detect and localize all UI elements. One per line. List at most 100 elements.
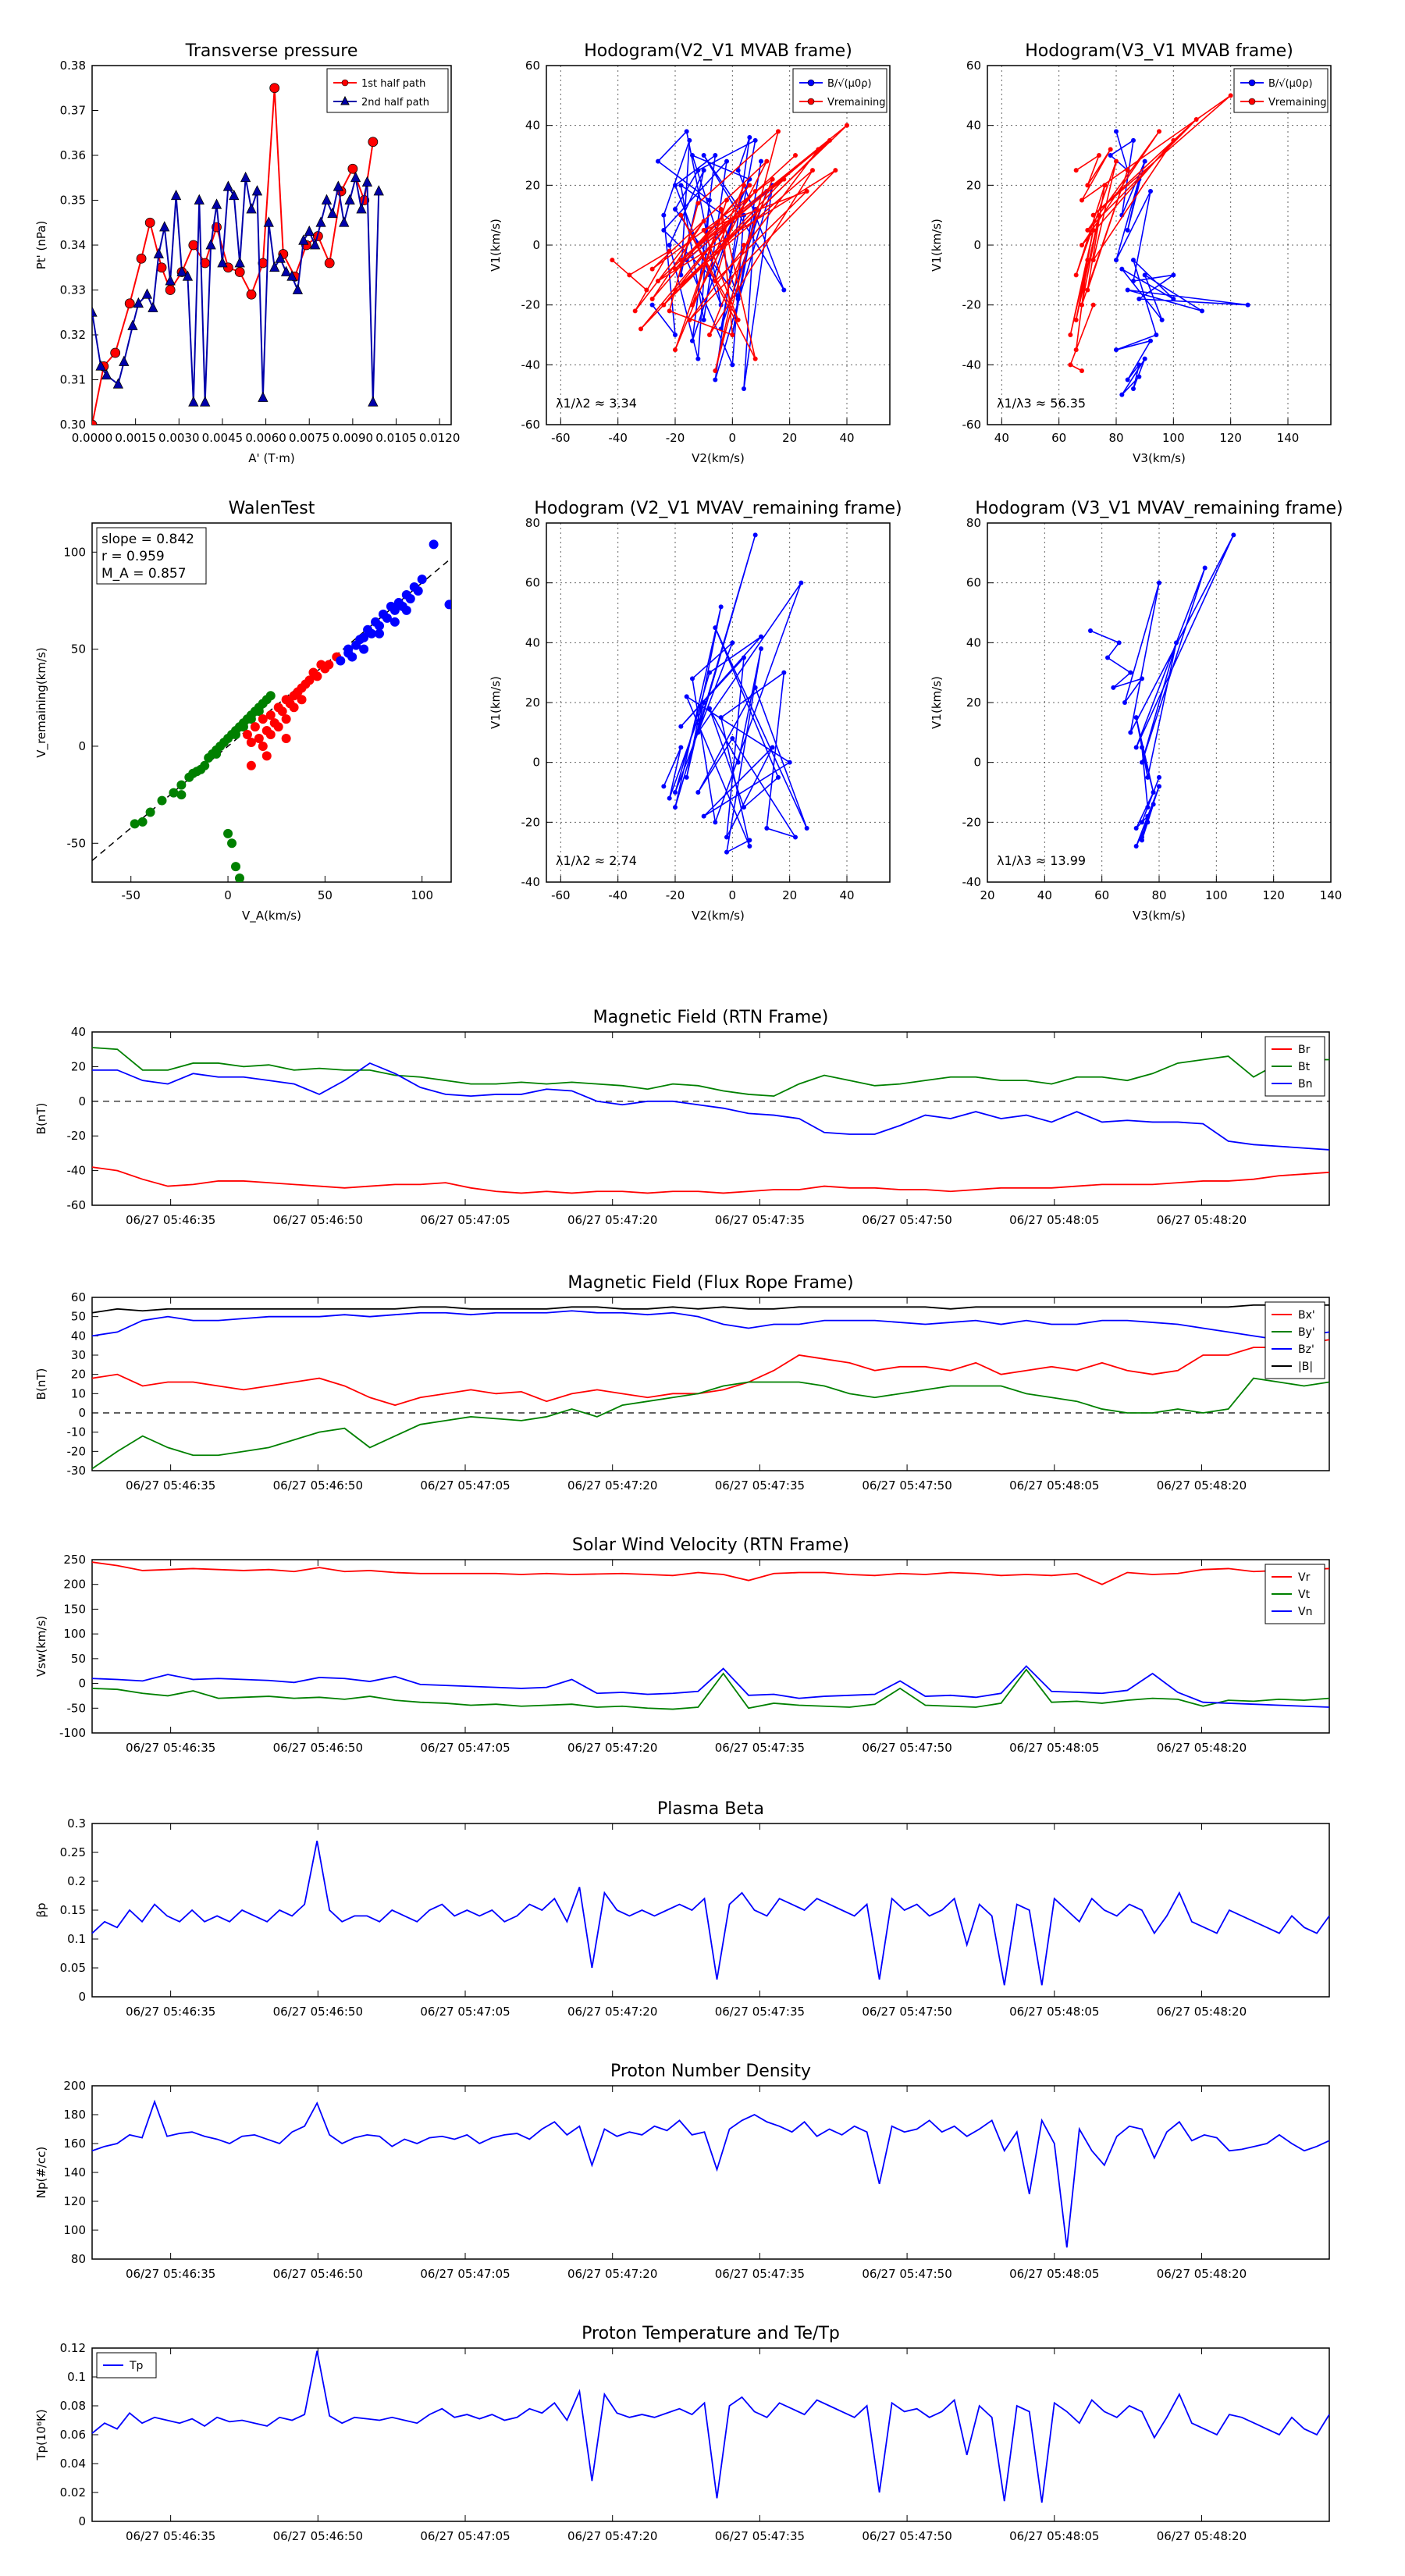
data-point	[678, 724, 684, 729]
data-point	[182, 270, 194, 281]
stats-box: slope = 0.842 r = 0.959 M_A = 0.857	[96, 527, 207, 585]
data-point	[261, 751, 272, 761]
data-point	[246, 203, 257, 214]
data-point	[258, 714, 268, 724]
data-point	[661, 227, 667, 233]
data-point	[747, 135, 752, 140]
x-tick-label: 06/27 05:48:05	[1009, 2005, 1099, 2019]
x-tick-label: -60	[551, 431, 571, 445]
data-point	[234, 873, 244, 882]
data-point	[389, 617, 400, 627]
annotation-text: λ1/λ2 ≈ 3.34	[556, 396, 637, 411]
data-point	[401, 605, 411, 615]
legend-box	[326, 68, 449, 113]
plot-area	[1068, 93, 1250, 397]
data-point	[176, 265, 187, 276]
data-point	[781, 287, 787, 293]
y-tick-label: 20	[525, 696, 540, 710]
x-tick-label: 06/27 05:46:50	[273, 2267, 363, 2281]
y-tick-label: 0.12	[60, 2341, 86, 2355]
data-point	[1171, 272, 1176, 278]
y-axis-label: V1(km/s)	[489, 219, 503, 272]
x-tick-label: 0	[224, 888, 232, 902]
data-point	[678, 183, 684, 188]
data-point	[1119, 266, 1125, 272]
annotation-text: λ1/λ3 ≈ 13.99	[997, 853, 1086, 868]
y-tick-label: 60	[966, 576, 981, 590]
data-point	[656, 279, 660, 283]
data-point	[718, 207, 724, 212]
data-point	[176, 790, 187, 800]
x-tick-label: 06/27 05:46:35	[126, 1741, 215, 1755]
data-point	[188, 396, 199, 407]
y-tick-label: 0.02	[60, 2485, 86, 2500]
data-point	[356, 203, 367, 214]
legend-label: Vremaining	[1268, 97, 1327, 109]
legend-marker	[807, 98, 815, 105]
data-point	[695, 201, 701, 206]
legend-label: Br	[1298, 1044, 1311, 1056]
data-point	[289, 703, 299, 713]
data-point	[764, 158, 770, 164]
data-point	[713, 820, 718, 825]
data-point	[1136, 374, 1142, 379]
data-point	[309, 239, 321, 250]
chart-title: Hodogram(V2_V1 MVAB frame)	[584, 41, 852, 61]
data-point	[124, 298, 135, 309]
y-tick-label: 250	[63, 1553, 86, 1567]
x-tick-label: -20	[666, 888, 685, 902]
data-point	[275, 252, 286, 263]
series-tp	[91, 2350, 1330, 2503]
data-point	[770, 176, 775, 182]
data-point	[1193, 117, 1199, 122]
legend: Bx' By' Bz' |B|	[1264, 1301, 1325, 1379]
y-axis-label: Pt' (nPa)	[34, 221, 48, 270]
y-tick-label: -60	[962, 418, 982, 432]
data-point	[701, 317, 706, 322]
data-point	[417, 575, 427, 585]
data-point	[649, 302, 655, 308]
y-tick-label: 0	[973, 238, 981, 252]
data-point	[133, 297, 144, 308]
data-point	[1157, 784, 1161, 789]
legend-label: Vn	[1298, 1606, 1312, 1618]
y-tick-label: 200	[63, 2079, 86, 2093]
data-point	[1128, 670, 1133, 675]
data-point	[386, 601, 396, 611]
y-tick-label: 0.30	[60, 418, 86, 432]
data-point	[661, 212, 667, 218]
data-point	[110, 347, 121, 358]
legend-label: 2nd half path	[361, 97, 429, 109]
data-point	[254, 706, 264, 717]
data-point	[280, 265, 292, 276]
x-tick-label: 06/27 05:46:35	[126, 2529, 215, 2543]
y-tick-label: -100	[59, 1726, 86, 1740]
legend-label: By'	[1298, 1326, 1315, 1339]
data-point	[845, 123, 849, 128]
x-tick-label: 06/27 05:47:35	[715, 2005, 805, 2019]
x-tick-label: 40	[994, 431, 1009, 445]
x-axis-label: V_A(km/s)	[242, 909, 301, 923]
x-tick-label: 06/27 05:48:20	[1157, 1741, 1247, 1755]
legend: Tp	[96, 2352, 157, 2379]
annotation-text: λ1/λ2 ≈ 2.74	[556, 853, 637, 868]
data-point	[1080, 368, 1084, 373]
data-point	[1122, 700, 1127, 705]
data-point	[1097, 153, 1101, 158]
y-tick-label: 20	[966, 178, 981, 192]
y-tick-label: 20	[966, 696, 981, 710]
x-tick-label: 06/27 05:47:35	[715, 2529, 805, 2543]
data-point	[188, 240, 199, 251]
data-point	[1097, 212, 1101, 218]
data-point	[701, 813, 706, 819]
data-point	[355, 635, 365, 645]
data-point	[298, 234, 309, 245]
data-point	[1108, 147, 1113, 152]
y-tick-label: 0	[78, 739, 86, 753]
x-tick-label: 06/27 05:47:35	[715, 2267, 805, 2281]
data-point	[1085, 227, 1090, 233]
data-point	[286, 270, 297, 281]
data-point	[240, 171, 251, 183]
y-tick-label: 0.25	[60, 1845, 86, 1859]
y-tick-label: 40	[71, 1025, 86, 1039]
